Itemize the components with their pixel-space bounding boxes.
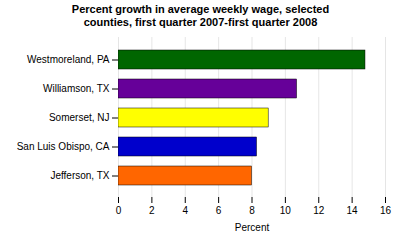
svg-text:Jefferson, TX: Jefferson, TX <box>50 170 109 181</box>
svg-text:8: 8 <box>249 205 255 216</box>
svg-text:16: 16 <box>380 205 392 216</box>
svg-text:Westmoreland, PA: Westmoreland, PA <box>27 54 110 65</box>
svg-text:2: 2 <box>149 205 155 216</box>
svg-text:Somerset, NJ: Somerset, NJ <box>49 112 110 123</box>
svg-text:San Luis Obispo, CA: San Luis Obispo, CA <box>17 141 110 152</box>
svg-text:Williamson, TX: Williamson, TX <box>43 83 110 94</box>
svg-text:6: 6 <box>216 205 222 216</box>
html-text:Percent growth in average week: Percent growth in average weekly wage, s… <box>71 3 330 28</box>
svg-text:4: 4 <box>182 205 188 216</box>
svg-text:Percent: Percent <box>235 222 270 233</box>
svg-text:12: 12 <box>313 205 325 216</box>
svg-text:14: 14 <box>347 205 359 216</box>
svg-text:10: 10 <box>280 205 292 216</box>
svg-text:0: 0 <box>116 205 122 216</box>
